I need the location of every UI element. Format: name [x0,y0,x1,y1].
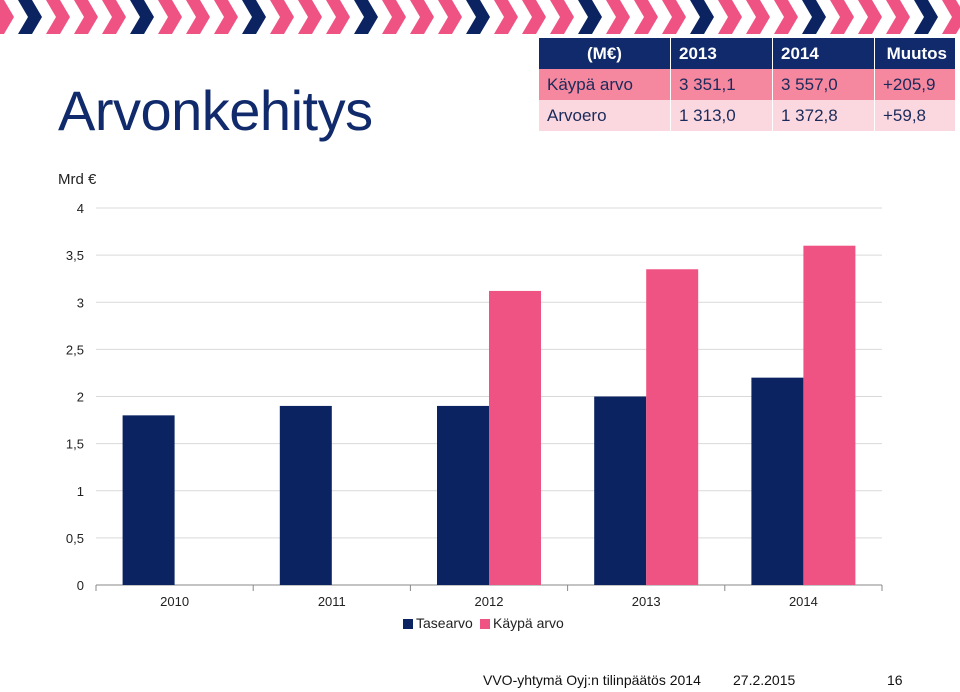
table-cell: +59,8 [874,100,956,131]
table-header-row: (M€) 2013 2014 Muutos [539,38,956,69]
y-tick-label: 4 [77,201,84,216]
table-cell: 3 557,0 [772,69,875,100]
y-tick-label: 1,5 [66,437,84,452]
banner-chevron [466,0,490,34]
banner-chevron [634,0,658,34]
banner-chevron [186,0,210,34]
table-cell: 1 372,8 [772,100,875,131]
banner-chevron [494,0,518,34]
banner-chevron [438,0,462,34]
decorative-banner [0,0,960,34]
banner-chevron [550,0,574,34]
y-tick-label: 2 [77,390,84,405]
footer-page-number: 16 [887,672,903,688]
table-header-cell: 2014 [772,38,875,69]
chart-legend: Tasearvo Käypä arvo [403,615,564,631]
x-tick-label: 2012 [475,594,504,609]
table-cell: Arvoero [539,100,671,131]
y-tick-label: 0,5 [66,531,84,546]
table-cell: Käypä arvo [539,69,671,100]
bar-tasearvo-2010 [122,415,175,585]
banner-chevron [606,0,630,34]
table-cell: 3 351,1 [670,69,773,100]
y-tick-label: 1 [77,484,84,499]
banner-chevron [382,0,406,34]
legend-swatch [480,619,490,629]
banner-chevron [886,0,910,34]
banner-chevron [662,0,686,34]
banner-chevron [410,0,434,34]
bar-käypä-arvo-2013 [646,269,699,585]
banner-chevron [242,0,266,34]
banner-chevron [74,0,98,34]
banner-chevron [130,0,154,34]
x-tick-label: 2013 [632,594,661,609]
banner-chevron [214,0,238,34]
y-tick-label: 3 [77,295,84,310]
bar-tasearvo-2013 [594,396,647,585]
banner-chevron [298,0,322,34]
banner-chevron [326,0,350,34]
banner-chevron [158,0,182,34]
value-summary-table: (M€) 2013 2014 Muutos Käypä arvo 3 351,1… [539,38,956,131]
banner-chevron [18,0,42,34]
x-tick-label: 2011 [318,594,346,609]
banner-chevron [578,0,602,34]
table-row: Käypä arvo 3 351,1 3 557,0 +205,9 [539,69,956,100]
y-tick-label: 2,5 [66,342,84,357]
banner-chevron [522,0,546,34]
page-title: Arvonkehitys [58,79,373,142]
x-tick-label: 2014 [789,594,818,609]
banner-chevron [802,0,826,34]
banner-chevron [746,0,770,34]
value-bar-chart: Mrd € 0 0,5 1 1,5 2 2,5 3 3,5 4 2010 2011 2012 2013 20… [58,171,883,631]
table-header-cell: 2013 [670,38,773,69]
banner-chevron [46,0,70,34]
bar-tasearvo-2011 [279,405,332,585]
banner-chevron [690,0,714,34]
bar-tasearvo-2014 [751,377,804,585]
legend-swatch [403,619,413,629]
bar-käypä-arvo-2014 [803,245,856,585]
banner-chevron [102,0,126,34]
y-tick-label: 3,5 [66,248,84,263]
footer-text: VVO-yhtymä Oyj:n tilinpäätös 2014 [483,672,701,688]
y-tick-label: 0 [77,578,84,593]
banner-chevron [354,0,378,34]
banner-chevron [0,0,14,34]
banner-chevron [858,0,882,34]
legend-label: Tasearvo [416,615,473,631]
banner-chevron [270,0,294,34]
x-tick-label: 2010 [160,594,189,609]
banner-chevron [718,0,742,34]
footer-date: 27.2.2015 [733,672,796,688]
legend-label: Käypä arvo [493,615,564,631]
table-row: Arvoero 1 313,0 1 372,8 +59,8 [539,100,956,131]
banner-chevron [774,0,798,34]
table-header-cell: (M€) [539,38,671,69]
banner-chevron [942,0,960,34]
banner-chevron [914,0,938,34]
table-cell: +205,9 [874,69,956,100]
table-header-cell: Muutos [874,38,956,69]
bar-käypä-arvo-2012 [489,290,541,585]
table-cell: 1 313,0 [670,100,773,131]
banner-chevron [830,0,854,34]
bar-tasearvo-2012 [437,405,489,585]
y-unit-label: Mrd € [58,171,97,188]
